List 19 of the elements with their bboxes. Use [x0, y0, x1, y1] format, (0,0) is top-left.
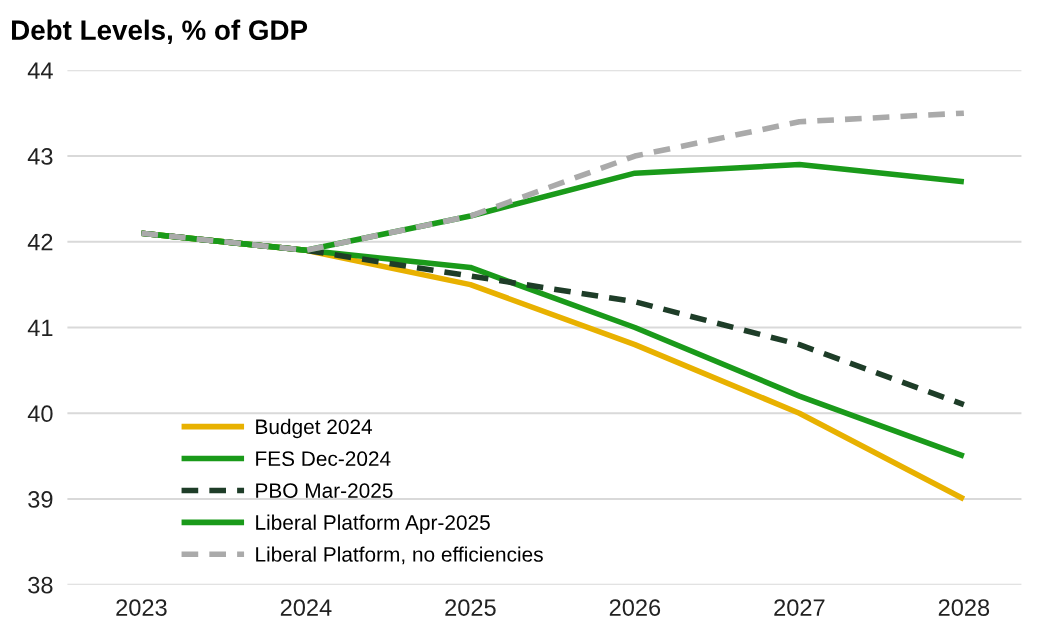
x-tick-label: 2023 [116, 599, 167, 616]
x-tick-label: 2024 [280, 599, 332, 616]
legend-label: Budget 2024 [256, 418, 373, 439]
y-tick-label: 42 [27, 233, 53, 251]
y-tick-label: 40 [27, 405, 53, 423]
x-tick-label: 2027 [774, 599, 825, 616]
y-tick-label: 44 [27, 62, 53, 79]
x-tick-label: 2028 [938, 599, 990, 616]
legend-label: Liberal Platform, no efficiencies [256, 546, 543, 565]
legend-label: PBO Mar-2025 [256, 483, 393, 498]
x-tick-label: 2025 [445, 599, 496, 616]
y-tick-label: 38 [28, 576, 53, 594]
legend-label: Liberal Platform Apr-2025 [256, 514, 490, 535]
y-tick-label: 39 [28, 491, 53, 508]
chart-title: Debt Levels, % of GDP [12, 19, 308, 45]
y-tick-label: 43 [27, 148, 53, 165]
y-tick-label: 41 [27, 319, 53, 337]
x-tick-label: 2026 [609, 599, 661, 616]
legend-label: FES Dec-2024 [256, 451, 391, 467]
